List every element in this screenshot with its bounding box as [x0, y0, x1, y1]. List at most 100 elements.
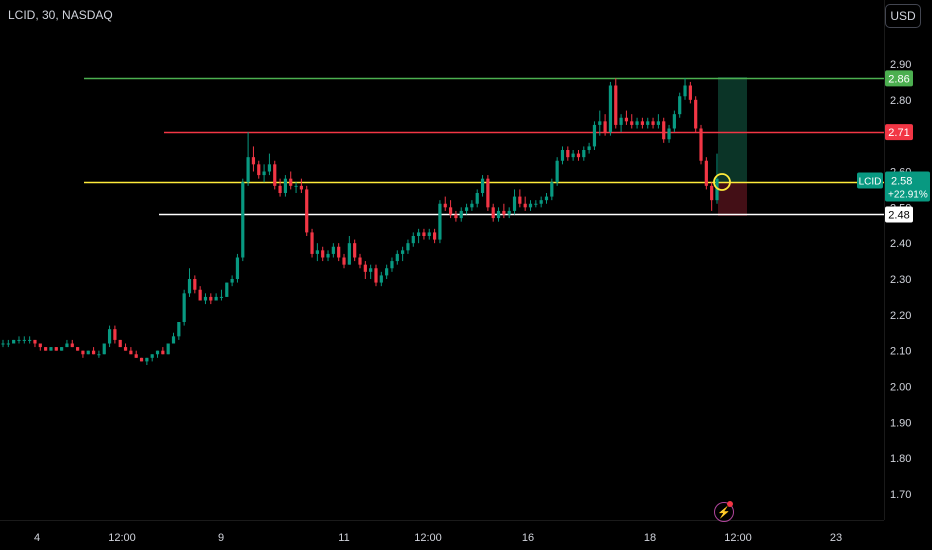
candle-body [534, 203, 538, 205]
candle-body [225, 282, 229, 297]
level-label-badge [885, 124, 913, 141]
price-axis-divider [884, 0, 885, 520]
candle-body [70, 343, 74, 348]
candle-body [550, 182, 554, 197]
candle-body [28, 339, 32, 341]
candle-body [619, 117, 623, 125]
candle-body [512, 196, 517, 211]
candle-body [97, 354, 101, 356]
candle-body [331, 246, 335, 254]
candle-body [385, 268, 389, 276]
candle-body [699, 128, 703, 161]
candle-body [299, 185, 303, 190]
candle-body [251, 157, 256, 165]
candle-body [566, 150, 570, 158]
candle-body [502, 210, 506, 215]
candle-body [161, 350, 165, 355]
candle-body [678, 96, 682, 115]
candle-body [406, 243, 410, 251]
candle-body [150, 354, 154, 358]
candle-body [12, 339, 16, 344]
candle-body [507, 210, 511, 215]
candle-body [257, 164, 261, 176]
candle-body [81, 350, 85, 355]
candle-body [369, 268, 373, 272]
price-tick-label: 2.00 [890, 382, 911, 394]
last-price-badge [885, 171, 930, 202]
candle-body [475, 193, 479, 204]
candle-body [704, 160, 708, 186]
candle-body [358, 257, 362, 265]
candle-body [33, 339, 37, 344]
candle-body [283, 178, 288, 193]
candle-body [486, 178, 490, 208]
candle-body [235, 257, 240, 279]
candle-body [422, 232, 426, 236]
time-tick-label: 12:00 [724, 532, 752, 544]
level-label-badge [885, 70, 913, 87]
candle-body [587, 146, 591, 150]
candle-body [305, 189, 309, 233]
candle-body [102, 343, 106, 355]
candle-body [326, 253, 330, 258]
candle-body [544, 196, 549, 201]
candle-body [267, 164, 272, 172]
candle-body [646, 121, 650, 125]
candle-body [187, 279, 192, 294]
candle-body [651, 121, 655, 125]
candle-body [321, 250, 325, 258]
time-tick-label: 23 [830, 532, 842, 544]
candle-body [379, 275, 383, 283]
candle-body [139, 357, 144, 362]
candle-body [432, 232, 437, 240]
candle-body [198, 289, 202, 301]
symbol-badge-text: LCID [859, 176, 882, 187]
candle-body [427, 232, 431, 236]
price-tick-label: 2.90 [890, 59, 911, 71]
lightning-icon[interactable]: ⚡ [714, 502, 734, 522]
candle-body [171, 336, 176, 344]
candle-body [177, 322, 181, 337]
candle-body [262, 171, 266, 176]
entry-circle-marker [713, 173, 731, 191]
candle-body [166, 343, 170, 355]
candle-body [630, 121, 634, 125]
candle-body [60, 347, 64, 351]
candle-body [91, 350, 96, 355]
currency-button[interactable]: USD [885, 4, 921, 28]
time-axis-divider [0, 520, 884, 521]
candle-body [289, 178, 293, 186]
time-tick-label: 16 [522, 532, 534, 544]
candle-body [246, 157, 250, 183]
candle-body [523, 203, 527, 208]
candle-body [134, 354, 138, 358]
candle-body [715, 178, 719, 201]
price-tick-label: 1.70 [890, 489, 911, 501]
candle-body [688, 85, 692, 100]
candle-body [113, 329, 117, 340]
notification-dot [727, 501, 733, 507]
candle-body [390, 261, 394, 269]
candle-body [123, 347, 128, 351]
time-tick-label: 18 [644, 532, 656, 544]
candle-body [528, 203, 533, 208]
candle-body [203, 296, 208, 301]
candle-body [656, 121, 660, 125]
candle-body [443, 203, 447, 208]
price-tick-label: 1.90 [890, 417, 911, 429]
price-tick-label: 2.10 [890, 346, 911, 358]
candle-body [448, 207, 453, 215]
candle-body [496, 210, 501, 219]
candle-body [129, 350, 133, 355]
candle-body [155, 350, 160, 355]
candle-body [401, 250, 405, 254]
price-tick-label: 2.80 [890, 95, 911, 107]
candle-body [592, 124, 597, 147]
candle-body [347, 243, 351, 265]
candle-body [145, 357, 149, 362]
candle-body [214, 296, 218, 301]
time-tick-label: 11 [338, 532, 349, 544]
price-tick-label: 1.80 [890, 453, 911, 465]
price-tick-label: 2.40 [890, 238, 911, 250]
